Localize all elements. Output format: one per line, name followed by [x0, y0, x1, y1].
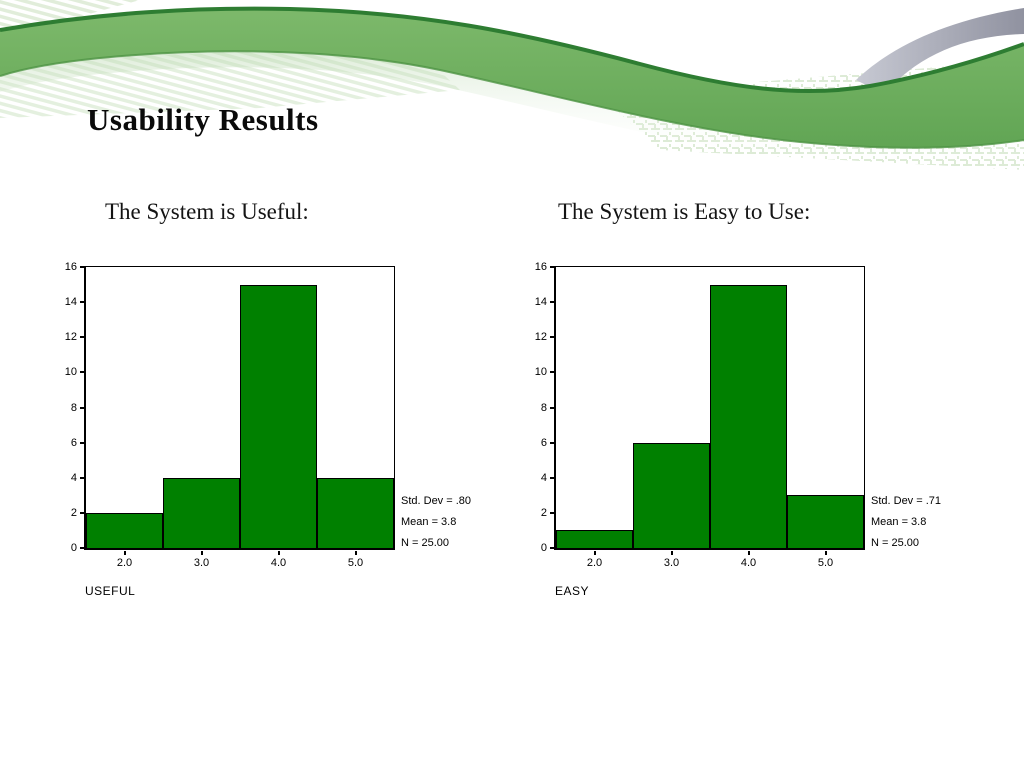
x-axis-tick [747, 551, 750, 555]
chart-heading-useful: The System is Useful: [105, 199, 309, 224]
y-axis-tick [80, 547, 85, 549]
stat-line: Mean = 3.8 [871, 516, 927, 528]
y-axis-tick [80, 371, 85, 374]
y-axis-tick-label: 6 [540, 436, 547, 449]
top-wave-decoration [0, 0, 1024, 170]
chart-heading-easy: The System is Easy to Use: [558, 199, 811, 224]
y-axis-tick [80, 511, 85, 514]
histogram-bar [556, 530, 633, 548]
useful-histogram: 0 2 4 6 8 10 12 14 16 2.0 3.0 4.0 5.0 Std. Dev = .80 M… [65, 262, 471, 599]
x-axis-variable-label: USEFUL [85, 584, 136, 598]
y-axis-tick [550, 547, 555, 549]
y-axis-tick [550, 301, 555, 304]
y-axis-tick [80, 336, 85, 339]
y-axis-tick-label: 8 [70, 401, 77, 414]
histogram-bar [240, 284, 317, 548]
stat-line: Std. Dev = .80 [401, 495, 472, 507]
x-axis-tick-label: 4.0 [740, 557, 757, 569]
y-axis-tick-label: 6 [70, 436, 77, 449]
x-axis-tick [123, 551, 126, 555]
histogram-bar [710, 284, 787, 548]
y-axis-tick [80, 476, 85, 479]
x-axis-tick [354, 551, 357, 555]
histogram-bar [163, 477, 240, 548]
y-axis-tick [550, 511, 555, 514]
y-axis-tick-label: 12 [534, 331, 547, 344]
y-axis-tick [80, 266, 85, 268]
y-axis-tick [80, 406, 85, 409]
y-axis-tick-label: 16 [64, 261, 77, 273]
y-axis-tick-label: 16 [534, 261, 547, 273]
stat-line: N = 25.00 [871, 537, 920, 549]
y-axis-tick [550, 441, 555, 444]
x-axis-tick-label: 2.0 [116, 557, 133, 569]
x-axis-tick [593, 551, 596, 555]
y-axis-tick-label: 10 [534, 366, 547, 379]
x-axis-tick [277, 551, 280, 555]
y-axis-tick [550, 476, 555, 479]
x-axis-tick-label: 3.0 [193, 557, 210, 569]
y-axis-tick-label: 14 [534, 296, 547, 309]
histogram-bar [633, 442, 710, 548]
easy-histogram: 0 2 4 6 8 10 12 14 16 2.0 3.0 4.0 5.0 Std. Dev = .71 M… [535, 262, 941, 599]
y-axis-tick-label: 0 [70, 542, 77, 554]
bars-group [86, 267, 394, 548]
y-axis-tick-label: 0 [540, 542, 547, 554]
y-axis-tick-label: 8 [540, 401, 547, 414]
y-axis-tick-label: 2 [540, 506, 547, 519]
x-axis-variable-label: EASY [555, 584, 590, 598]
x-axis-tick [670, 551, 673, 555]
y-axis-tick [80, 441, 85, 444]
y-axis-tick-label: 12 [64, 331, 77, 344]
y-axis-tick-label: 2 [70, 506, 77, 519]
gray-ribbon [856, 8, 1024, 94]
y-axis-tick-label: 4 [70, 471, 77, 484]
x-axis-tick-label: 2.0 [586, 557, 603, 569]
stat-line: N = 25.00 [401, 537, 450, 549]
y-axis-tick-label: 14 [64, 296, 77, 309]
y-axis-tick-label: 4 [540, 471, 547, 484]
chart-stats: Std. Dev = .71 Mean = 3.8 N = 25.00 [871, 491, 941, 554]
page-title: Usability Results [87, 102, 319, 137]
y-axis-tick [550, 371, 555, 374]
x-axis-tick-label: 3.0 [663, 557, 680, 569]
x-axis-tick-label: 4.0 [270, 557, 287, 569]
y-axis-tick [550, 266, 555, 268]
y-axis-tick-label: 10 [64, 366, 77, 379]
bars-group [556, 267, 864, 548]
histogram-bar [787, 495, 864, 548]
x-axis-tick-label: 5.0 [817, 557, 834, 569]
x-axis-tick [824, 551, 827, 555]
y-axis-tick [80, 301, 85, 304]
histogram-bar [86, 512, 163, 548]
stat-line: Mean = 3.8 [401, 516, 457, 528]
y-axis-tick [550, 406, 555, 409]
y-axis-tick [550, 336, 555, 339]
histogram-bar [317, 477, 394, 548]
stat-line: Std. Dev = .71 [871, 495, 942, 507]
x-axis-tick [200, 551, 203, 555]
chart-stats: Std. Dev = .80 Mean = 3.8 N = 25.00 [401, 491, 471, 554]
x-axis-tick-label: 5.0 [347, 557, 364, 569]
